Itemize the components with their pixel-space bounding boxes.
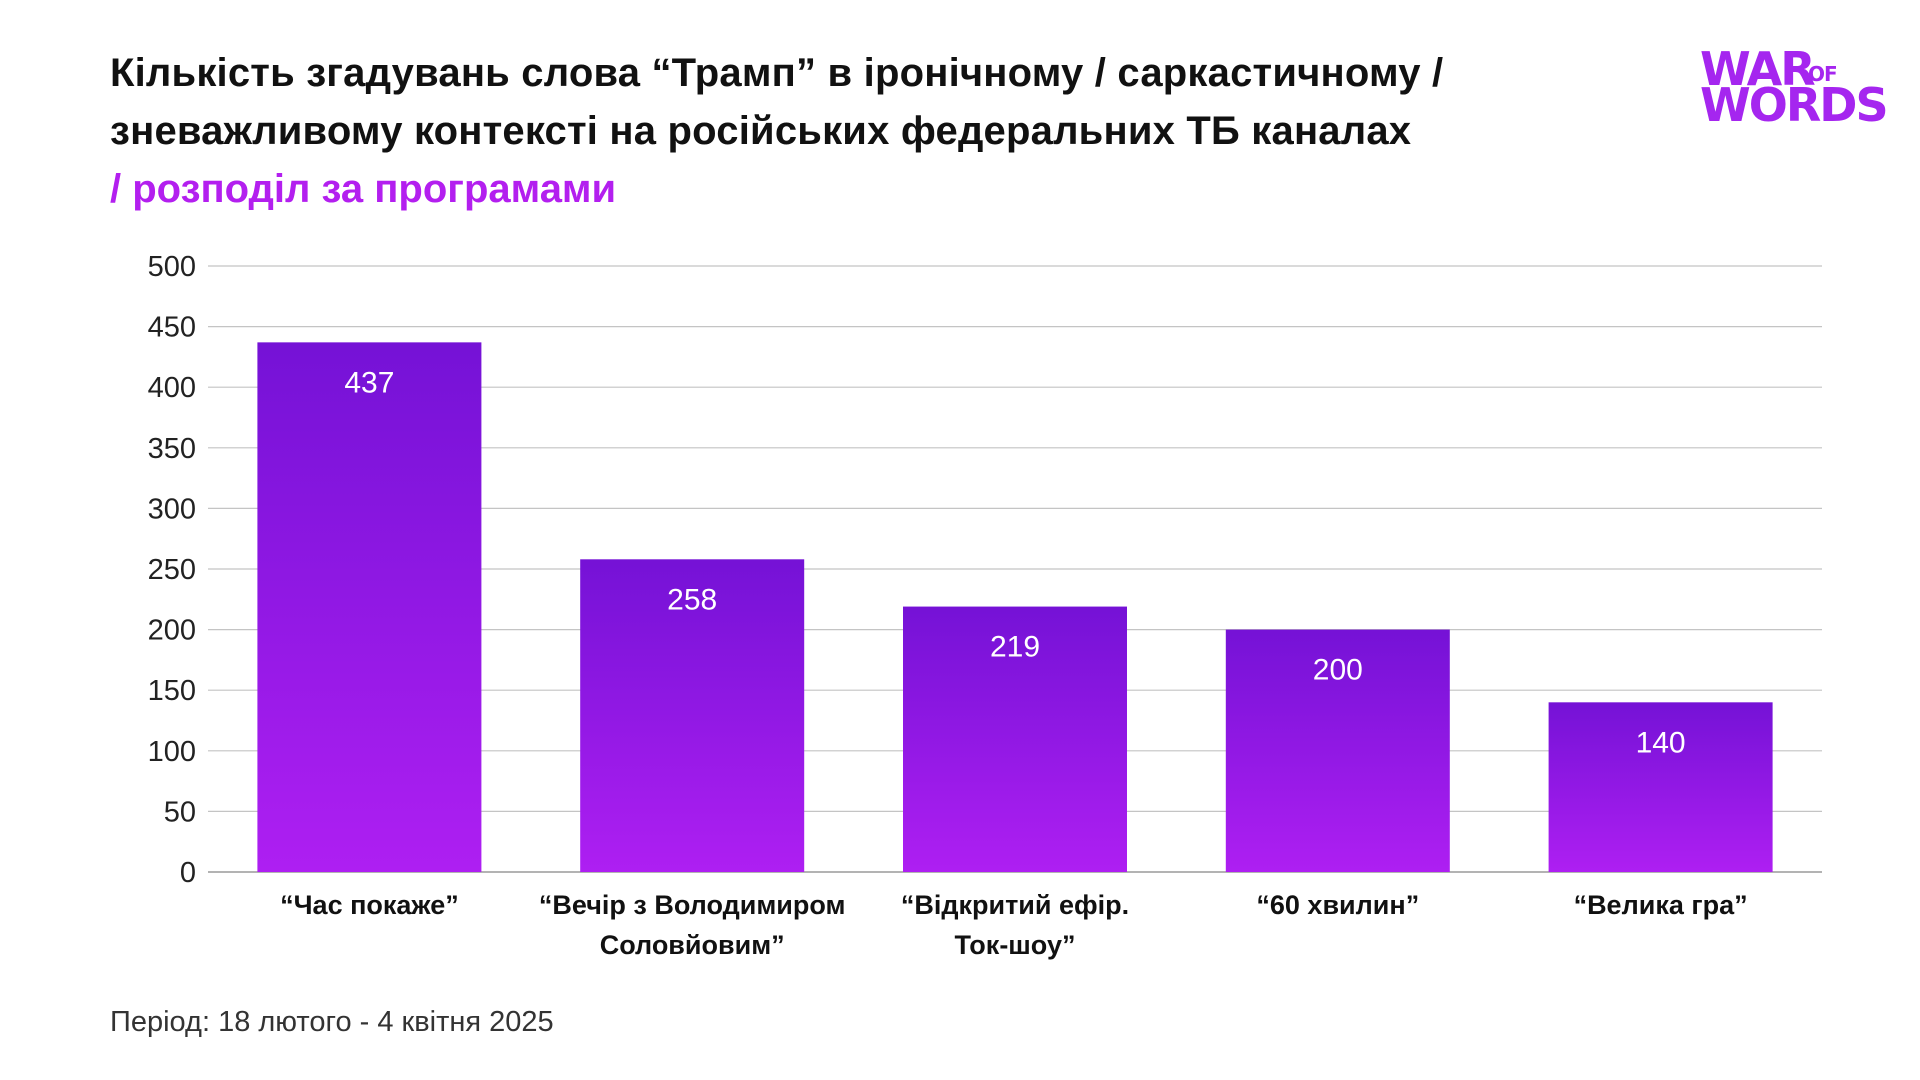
x-category-label: Соловйовим” (600, 930, 785, 960)
y-tick-label: 0 (180, 857, 196, 889)
y-tick-label: 250 (148, 554, 196, 586)
period-footnote: Період: 18 лютого - 4 квітня 2025 (110, 1006, 554, 1038)
subtitle: / розподіл за програмами (110, 167, 617, 211)
logo-war-text: WAR (1700, 42, 1816, 96)
logo-of-text: OF (1808, 62, 1838, 86)
x-category-label: “Час покаже” (280, 890, 459, 920)
title-line-1: Кількість згадувань слова “Трамп” в ірон… (110, 51, 1444, 95)
x-category-label: “Велика гра” (1574, 890, 1748, 920)
bar-value-label: 219 (990, 631, 1040, 664)
x-axis-category-labels: “Час покаже” “Вечір з Володимиром Соловйов… (280, 890, 1748, 960)
title-line-2: зневажливому контексті на російських фед… (110, 109, 1412, 153)
x-category-label: “Відкритий ефір. (901, 890, 1129, 920)
bar (1225, 629, 1450, 872)
y-tick-label: 450 (148, 312, 196, 344)
x-category-label: Ток-шоу” (955, 930, 1076, 960)
bar-value-label: 258 (667, 583, 717, 616)
logo-words-text: WORDS (1700, 78, 1889, 132)
bar (580, 559, 805, 872)
y-tick-label: 50 (164, 796, 196, 828)
bar (257, 342, 482, 873)
bar (1548, 702, 1773, 872)
y-tick-label: 300 (148, 493, 196, 525)
war-of-words-logo: WAR OF WORDS (1700, 42, 1900, 132)
bar (903, 606, 1127, 872)
y-tick-label: 150 (148, 675, 196, 707)
bars: 437 258 219 200 140 (257, 342, 1773, 873)
y-tick-label: 350 (148, 433, 196, 465)
x-category-label: “60 хвилин” (1256, 890, 1419, 920)
title-block: Кількість згадувань слова “Трамп” в ірон… (110, 44, 1610, 218)
y-axis-tick-labels: 0 50 100 150 200 250 300 350 400 450 500 (148, 251, 196, 889)
y-tick-label: 200 (148, 615, 196, 647)
x-category-label: “Вечір з Володимиром (539, 890, 846, 920)
bar-value-label: 140 (1636, 726, 1686, 759)
y-tick-label: 500 (148, 251, 196, 283)
y-tick-label: 400 (148, 372, 196, 404)
bar-value-label: 200 (1313, 654, 1363, 687)
y-tick-label: 100 (148, 736, 196, 768)
bar-value-label: 437 (344, 366, 394, 399)
